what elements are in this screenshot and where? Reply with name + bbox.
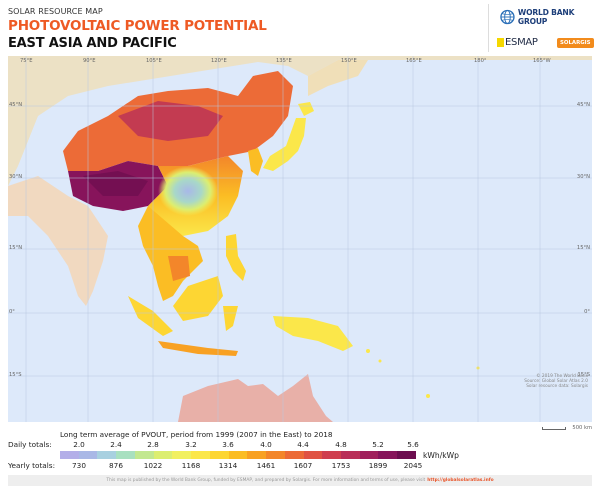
lon-tick: 165°E (406, 58, 422, 64)
yearly-tick: 730 (72, 461, 86, 470)
yearly-tick: 1314 (218, 461, 238, 470)
yearly-tick: 2045 (403, 461, 423, 470)
esmap-label: ESMAP (505, 37, 538, 48)
yearly-tick: 1168 (181, 461, 201, 470)
unit-label: kWh/kWp (423, 451, 460, 460)
color-scale-bar (60, 451, 416, 459)
daily-tick: 2.8 (147, 440, 159, 449)
lon-tick: 135°E (276, 58, 292, 64)
logo-divider (488, 4, 489, 52)
scale-label: 500 km (572, 425, 592, 431)
pvout-map[interactable]: 75°E 90°E 105°E 120°E 135°E 150°E 165°E … (8, 56, 592, 422)
map-title: PHOTOVOLTAIC POWER POTENTIAL (8, 18, 267, 34)
lon-tick: 105°E (146, 58, 162, 64)
scale-bar-icon (542, 426, 567, 430)
daily-tick: 5.2 (372, 440, 384, 449)
lon-tick: 180° (474, 58, 487, 64)
daily-tick: 4.0 (260, 440, 272, 449)
lat-tick-right: 0° (584, 309, 590, 315)
lat-tick-left: 45°N (9, 102, 23, 108)
yearly-tick: 1607 (293, 461, 313, 470)
lat-tick-left: 15°N (9, 245, 23, 251)
daily-tick: 4.4 (297, 440, 309, 449)
daily-tick: 3.2 (185, 440, 197, 449)
daily-tick: 2.0 (73, 440, 85, 449)
globe-icon (500, 9, 515, 25)
scale-bar: 500 km (542, 425, 592, 431)
map-graphic (8, 56, 592, 422)
footer: This map is published by the World Bank … (8, 475, 592, 486)
esmap-logo: ESMAP (497, 37, 538, 48)
yearly-tick: 1899 (368, 461, 388, 470)
lat-tick-left: 30°N (9, 174, 23, 180)
yearly-tick: 1753 (331, 461, 351, 470)
daily-tick: 5.6 (407, 440, 419, 449)
lon-tick: 75°E (20, 58, 33, 64)
yearly-tick: 1461 (256, 461, 276, 470)
solargis-logo: SOLARGIS (557, 38, 594, 48)
global-solar-atlas-link[interactable]: http://globalsolaratlas.info (427, 478, 494, 483)
credit-line: Solar resource data: Solargis (526, 384, 588, 390)
footer-text: This map is published by the World Bank … (106, 478, 426, 483)
lat-tick-right: 15°S (577, 372, 591, 378)
yearly-tick: 1022 (143, 461, 163, 470)
world-bank-label: WORLD BANK GROUP (517, 8, 575, 26)
yearly-ticks: 730 876 1022 1168 1314 1461 1607 1753 18… (60, 461, 422, 471)
esmap-mark-icon (497, 38, 504, 47)
lat-tick-right: 45°N (576, 102, 590, 108)
lon-tick: 120°E (211, 58, 227, 64)
lon-tick: 90°E (83, 58, 96, 64)
lon-tick: 165°W (533, 58, 551, 64)
legend-caption: Long term average of PVOUT, period from … (60, 430, 333, 439)
daily-tick: 2.4 (110, 440, 122, 449)
yearly-totals-label: Yearly totals: (8, 461, 56, 470)
daily-ticks: 2.0 2.4 2.8 3.2 3.6 4.0 4.4 4.8 5.2 5.6 (60, 440, 419, 450)
map-credit: © 2019 The World Bank Source: Global Sol… (524, 374, 588, 390)
lat-tick-right: 30°N (576, 174, 590, 180)
daily-totals-label: Daily totals: (8, 440, 52, 449)
lon-tick: 150°E (341, 58, 357, 64)
region-title: EAST ASIA AND PACIFIC (8, 36, 177, 51)
lat-tick-left: 15°S (9, 372, 22, 378)
lat-tick-right: 15°N (576, 245, 590, 251)
credit-line: Source: Global Solar Atlas 2.0 (524, 379, 588, 385)
daily-tick: 4.8 (335, 440, 347, 449)
credit-line: © 2019 The World Bank (536, 374, 588, 379)
world-bank-logo: WORLD BANK GROUP (500, 8, 600, 26)
yearly-tick: 876 (109, 461, 123, 470)
supertitle: SOLAR RESOURCE MAP (8, 7, 103, 16)
lat-tick-left: 0° (9, 309, 15, 315)
header: SOLAR RESOURCE MAP PHOTOVOLTAIC POWER PO… (0, 0, 600, 56)
daily-tick: 3.6 (222, 440, 234, 449)
legend: Long term average of PVOUT, period from … (0, 424, 600, 472)
